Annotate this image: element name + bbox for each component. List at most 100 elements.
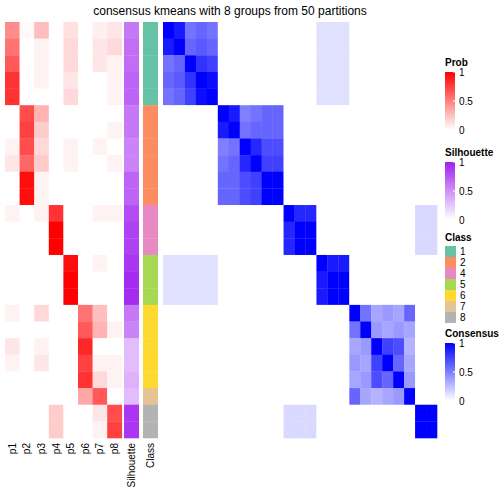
prob-cell <box>63 255 78 272</box>
consensus-cell <box>371 222 382 239</box>
consensus-cell <box>251 421 262 438</box>
consensus-cell <box>174 22 185 39</box>
consensus-cell <box>371 89 382 106</box>
tick <box>453 72 455 73</box>
consensus-cell <box>185 238 196 255</box>
consensus-cell <box>371 272 382 289</box>
prob-cell <box>93 105 108 122</box>
class-cell <box>143 89 158 106</box>
consensus-cell <box>284 238 295 255</box>
consensus-cell <box>273 39 284 56</box>
consensus-cell <box>196 255 207 272</box>
consensus-cell <box>415 105 426 122</box>
prob-cell <box>78 388 93 405</box>
tick-label: 0.5 <box>459 367 473 378</box>
prob-cell <box>93 205 108 222</box>
consensus-cell <box>196 371 207 388</box>
consensus-cell <box>185 22 196 39</box>
prob-cell <box>93 188 108 205</box>
consensus-cell <box>196 272 207 289</box>
consensus-cell <box>262 388 273 405</box>
consensus-cell <box>349 305 360 322</box>
legend-label: 6 <box>460 290 466 301</box>
consensus-cell <box>218 255 229 272</box>
consensus-cell <box>207 22 218 39</box>
column-label: p3 <box>36 443 47 455</box>
consensus-cell <box>196 388 207 405</box>
consensus-cell <box>196 405 207 422</box>
consensus-cell <box>360 388 371 405</box>
prob-cell <box>93 222 108 239</box>
prob-cell <box>20 222 35 239</box>
consensus-cell <box>360 205 371 222</box>
legend-title: Consensus <box>445 328 499 339</box>
consensus-cell <box>338 22 349 39</box>
consensus-cell <box>360 272 371 289</box>
consensus-cell <box>327 305 338 322</box>
consensus-cell <box>360 39 371 56</box>
prob-cell <box>63 138 78 155</box>
consensus-cell <box>426 388 437 405</box>
consensus-cell <box>415 322 426 339</box>
consensus-cell <box>338 238 349 255</box>
legend-swatch <box>445 312 456 323</box>
consensus-cell <box>196 155 207 172</box>
consensus-cell <box>273 122 284 139</box>
consensus-cell <box>229 255 240 272</box>
consensus-cell <box>284 338 295 355</box>
tick <box>453 343 455 344</box>
consensus-cell <box>218 55 229 72</box>
consensus-cell <box>360 288 371 305</box>
prob-cell <box>107 421 122 438</box>
consensus-cell <box>273 89 284 106</box>
consensus-cell <box>393 222 404 239</box>
column-label: Silhouette <box>126 443 137 488</box>
prob-cell <box>20 338 35 355</box>
prob-cell <box>63 388 78 405</box>
consensus-cell <box>284 138 295 155</box>
class-cell <box>143 405 158 422</box>
legend-label: 1 <box>460 246 466 257</box>
prob-cell <box>49 305 64 322</box>
consensus-cell <box>273 238 284 255</box>
consensus-cell <box>207 55 218 72</box>
silhouette-cell <box>124 238 139 255</box>
consensus-cell <box>295 255 306 272</box>
class-cell <box>143 238 158 255</box>
consensus-cell <box>196 105 207 122</box>
consensus-cell <box>207 105 218 122</box>
consensus-cell <box>295 188 306 205</box>
prob-cell <box>5 188 20 205</box>
consensus-cell <box>229 222 240 239</box>
consensus-cell <box>393 238 404 255</box>
consensus-cell <box>327 55 338 72</box>
consensus-cell <box>240 72 251 89</box>
consensus-cell <box>360 89 371 106</box>
consensus-cell <box>316 272 327 289</box>
consensus-cell <box>174 272 185 289</box>
consensus-cell <box>174 105 185 122</box>
consensus-cell <box>426 421 437 438</box>
legend-title: Class <box>445 232 472 243</box>
consensus-cell <box>316 338 327 355</box>
prob-cell <box>34 288 49 305</box>
consensus-cell <box>196 72 207 89</box>
consensus-cell <box>251 55 262 72</box>
consensus-cell <box>338 272 349 289</box>
silhouette-cell <box>124 288 139 305</box>
prob-cell <box>34 72 49 89</box>
silhouette-cell <box>124 322 139 339</box>
prob-cell <box>107 238 122 255</box>
consensus-cell <box>360 122 371 139</box>
prob-cell <box>63 338 78 355</box>
consensus-cell <box>338 39 349 56</box>
consensus-cell <box>327 22 338 39</box>
consensus-cell <box>382 222 393 239</box>
consensus-cell <box>338 188 349 205</box>
silhouette-cell <box>124 222 139 239</box>
consensus-cell <box>295 338 306 355</box>
consensus-cell <box>338 355 349 372</box>
silhouette-cell <box>124 405 139 422</box>
prob-cell <box>5 22 20 39</box>
consensus-cell <box>284 222 295 239</box>
